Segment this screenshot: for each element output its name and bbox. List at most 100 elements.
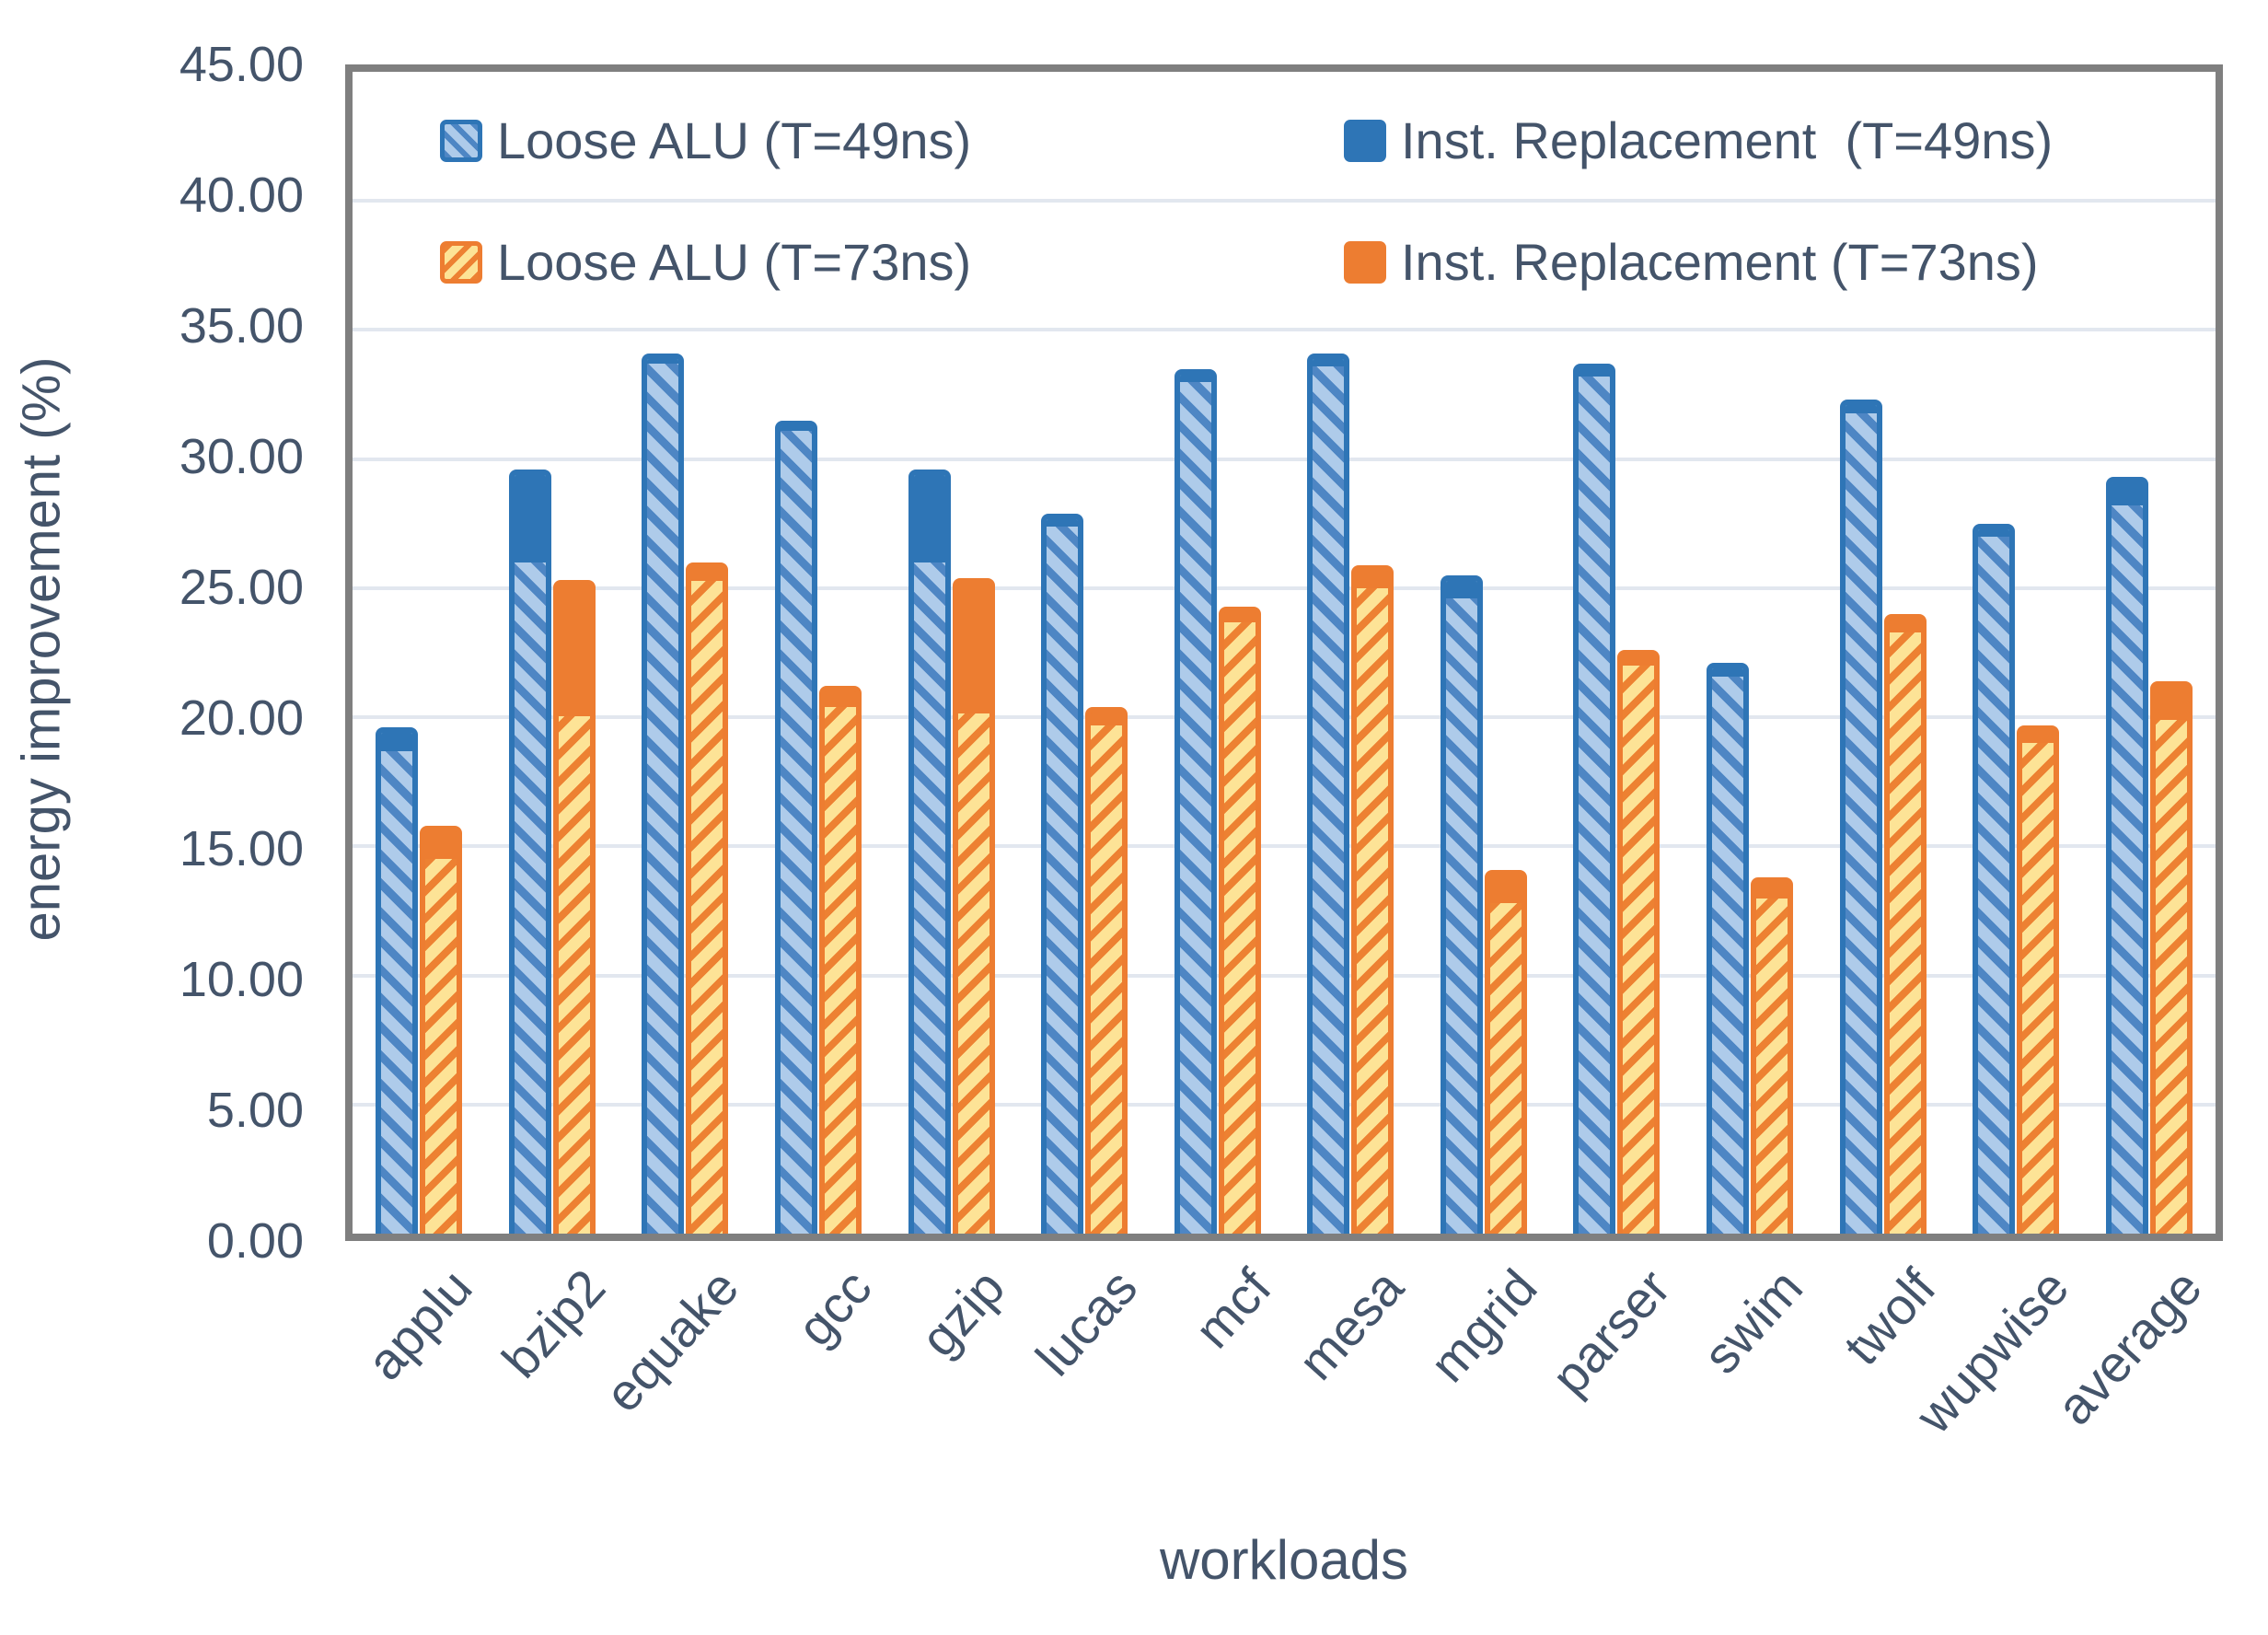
bar-applu-t49-solid-cap — [381, 733, 413, 751]
bar-gzip-t49-solid-cap — [913, 474, 945, 562]
bar-twolf-t49-solid-cap — [1845, 405, 1877, 413]
x-tick-label-gzip: gzip — [908, 1258, 1016, 1368]
bar-mcf-t49-solid-cap — [1179, 374, 1211, 382]
bar-parser-t73-solid-cap — [1623, 655, 1655, 667]
bar-gcc-t49 — [775, 420, 817, 1234]
plot-area: Loose ALU (T=49ns) Inst. Replacement (T=4… — [345, 64, 2223, 1241]
bar-lucas-t49 — [1041, 513, 1084, 1234]
x-axis-title: workloads — [1159, 1529, 1409, 1591]
legend-label: Loose ALU (T=49ns) — [497, 111, 972, 169]
bar-gzip-t73-solid-cap — [957, 583, 989, 714]
bar-parser-t49-solid-cap — [1579, 368, 1611, 377]
gridline-35 — [353, 328, 2216, 332]
x-tick-label-mcf: mcf — [1183, 1258, 1282, 1359]
bar-lucas-t73 — [1085, 706, 1128, 1234]
bar-gzip-t73 — [952, 577, 995, 1234]
bar-gzip-t49 — [908, 469, 951, 1234]
bar-mesa-t49 — [1307, 353, 1350, 1234]
bar-average-t73-solid-cap — [2155, 686, 2187, 720]
y-tick-label-15.00: 15.00 — [179, 821, 304, 876]
legend: Loose ALU (T=49ns) Inst. Replacement (T=4… — [353, 72, 2216, 1234]
bar-wupwise-t49 — [1973, 523, 2016, 1234]
bar-gcc-t73-solid-cap — [825, 691, 856, 708]
bar-gcc-t73 — [819, 686, 862, 1234]
bar-swim-t73 — [1751, 877, 1793, 1234]
x-tick-label-gcc: gcc — [785, 1258, 883, 1357]
legend-label: Inst. Replacement (T=49ns) — [1401, 111, 2054, 169]
gridline-25 — [353, 586, 2216, 590]
legend-swatch-solid-blue — [1344, 119, 1386, 162]
bar-equake-t49-solid-cap — [647, 358, 679, 365]
x-tick-label-applu: applu — [355, 1258, 483, 1391]
legend-item-3: Loose ALU (T=73ns) — [440, 232, 971, 292]
bar-swim-t73-solid-cap — [1756, 883, 1788, 899]
bar-mcf-t73-solid-cap — [1223, 611, 1256, 622]
legend-label: Inst. Replacement (T=73ns) — [1401, 233, 2039, 291]
y-tick-label-0.00: 0.00 — [206, 1213, 304, 1269]
gridline-5 — [353, 1102, 2216, 1107]
legend-swatch-hatched-blue — [440, 119, 482, 162]
x-tick-label-twolf: twolf — [1833, 1258, 1948, 1376]
bar-swim-t49 — [1707, 663, 1749, 1234]
y-tick-label-40.00: 40.00 — [179, 168, 304, 223]
bar-twolf-t73-solid-cap — [1889, 619, 1921, 632]
bars-layer — [353, 72, 2216, 1234]
legend-item-4: Inst. Replacement (T=73ns) — [1344, 232, 2039, 292]
bar-bzip2-t49-solid-cap — [514, 474, 546, 562]
legend-label: Loose ALU (T=73ns) — [497, 233, 972, 291]
bar-mcf-t73 — [1218, 606, 1261, 1234]
bar-average-t73 — [2149, 680, 2193, 1234]
bar-mesa-t73-solid-cap — [1357, 570, 1389, 589]
bar-twolf-t49 — [1839, 400, 1882, 1234]
bar-parser-t73 — [1617, 650, 1660, 1234]
bar-bzip2-t73 — [552, 580, 596, 1234]
bar-equake-t73-solid-cap — [691, 567, 723, 581]
y-tick-label-30.00: 30.00 — [179, 429, 304, 484]
bar-wupwise-t73 — [2017, 725, 2060, 1234]
y-tick-label-35.00: 35.00 — [179, 298, 304, 354]
bar-bzip2-t73-solid-cap — [558, 586, 590, 717]
bar-parser-t49 — [1573, 363, 1616, 1234]
bar-mgrid-t49 — [1440, 574, 1483, 1234]
x-tick-label-mgrid: mgrid — [1418, 1258, 1548, 1393]
x-tick-label-bzip2: bzip2 — [491, 1258, 617, 1389]
bar-average-t49 — [2105, 477, 2148, 1234]
y-tick-label-10.00: 10.00 — [179, 952, 304, 1007]
y-tick-label-25.00: 25.00 — [179, 560, 304, 615]
gridline-15 — [353, 844, 2216, 849]
gridline-10 — [353, 973, 2216, 978]
bar-lucas-t73-solid-cap — [1091, 712, 1123, 725]
gridlines — [353, 72, 2216, 1234]
bar-mcf-t49 — [1174, 368, 1217, 1234]
bar-applu-t73-solid-cap — [425, 830, 457, 860]
bar-applu-t73 — [420, 825, 463, 1234]
bar-wupwise-t73-solid-cap — [2022, 730, 2054, 744]
bar-gcc-t49-solid-cap — [781, 425, 812, 432]
y-tick-label-45.00: 45.00 — [179, 37, 304, 92]
legend-swatch-hatched-orange — [440, 240, 482, 284]
bar-mesa-t73 — [1351, 564, 1394, 1234]
bar-mgrid-t73-solid-cap — [1489, 875, 1522, 903]
bar-applu-t49 — [376, 727, 419, 1234]
gridline-30 — [353, 457, 2216, 461]
legend-item-1: Loose ALU (T=49ns) — [440, 110, 971, 170]
x-tick-label-parser: parser — [1539, 1258, 1681, 1406]
bar-equake-t73 — [686, 562, 729, 1234]
gridline-40 — [353, 199, 2216, 203]
bar-twolf-t73 — [1883, 613, 1927, 1234]
bar-bzip2-t49 — [508, 469, 551, 1234]
y-tick-label-20.00: 20.00 — [179, 690, 304, 746]
x-tick-label-swim: swim — [1692, 1258, 1814, 1385]
legend-swatch-solid-orange — [1344, 240, 1386, 284]
bar-average-t49-solid-cap — [2111, 482, 2143, 506]
bar-lucas-t49-solid-cap — [1047, 518, 1079, 527]
gridline-20 — [353, 715, 2216, 720]
x-tick-label-lucas: lucas — [1024, 1258, 1149, 1386]
bar-equake-t49 — [642, 353, 685, 1234]
bar-swim-t49-solid-cap — [1712, 668, 1743, 677]
x-tick-label-equake: equake — [593, 1258, 749, 1423]
x-tick-label-average: average — [2045, 1258, 2214, 1436]
bar-mgrid-t73 — [1484, 869, 1527, 1234]
x-tick-label-mesa: mesa — [1287, 1258, 1415, 1391]
